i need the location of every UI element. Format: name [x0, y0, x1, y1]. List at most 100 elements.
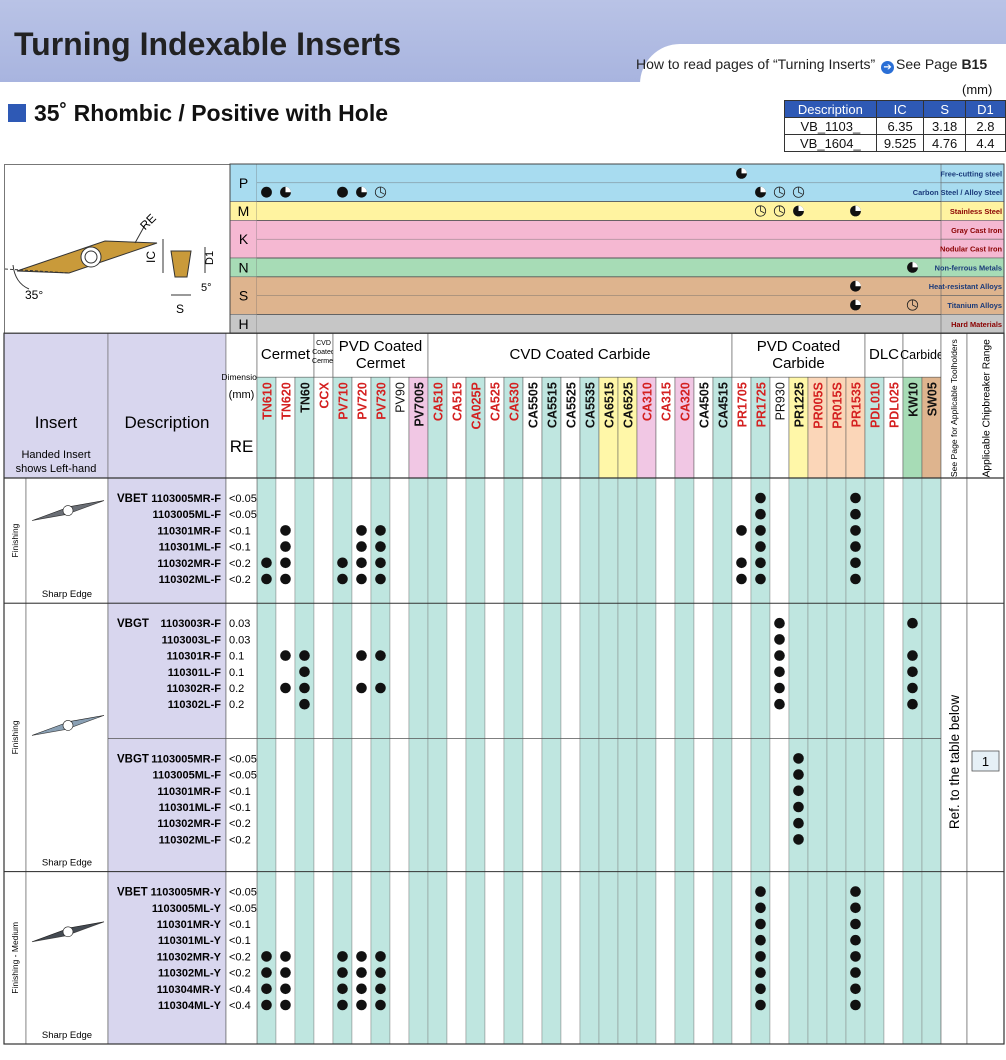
angle35-label: 35°	[25, 288, 43, 302]
description-cell	[107, 602, 227, 872]
grade-dot	[280, 983, 291, 995]
ref-text: Ref. to the table below	[947, 695, 962, 830]
material-code-cell	[229, 220, 258, 259]
material-half-mark-notch	[361, 186, 367, 193]
insert-diagram-svg: RE IC D1 S 35° 5°	[4, 211, 216, 316]
grade-name: CCX	[318, 382, 332, 409]
grade-dot	[774, 617, 785, 629]
description-code: 110302MR-F	[157, 818, 221, 830]
angle-guide	[4, 268, 70, 274]
handed-note-line2: shows Left-hand	[16, 463, 97, 475]
grade-dot	[356, 983, 367, 995]
re-cell	[225, 602, 258, 872]
grade-column-body	[921, 477, 942, 1045]
grade-column-body	[769, 477, 790, 1045]
material-half-mark-notch	[741, 168, 747, 174]
grade-column-body	[598, 477, 619, 1045]
grade-dot	[755, 541, 766, 552]
description-prefix: VBGT	[117, 753, 149, 765]
grade-column-body	[294, 477, 315, 1045]
material-row-band	[257, 295, 941, 315]
re-value: <0.1	[229, 786, 251, 798]
description-code: 110304ML-Y	[158, 1000, 222, 1012]
re-value: <0.2	[229, 834, 251, 846]
description-cell	[107, 871, 227, 1045]
insert-header: Insert	[35, 413, 78, 432]
grade-column-body	[826, 477, 847, 1045]
re-value: <0.2	[229, 968, 251, 980]
grade-dot	[736, 557, 747, 569]
material-row-band	[257, 201, 941, 221]
description-code: 110302L-F	[168, 699, 221, 711]
arrow-right-icon: ➔	[881, 61, 895, 74]
material-open-mark-hand	[760, 205, 765, 214]
material-half-mark-notch	[855, 299, 861, 305]
re-value: <0.2	[229, 818, 251, 830]
grade-dot	[337, 951, 348, 962]
re-value: <0.4	[229, 1000, 251, 1012]
table-frame	[3, 332, 1005, 1045]
side-label: Finishing - Medium	[10, 922, 20, 994]
chipbreaker-header: Applicable Chipbreaker Range	[982, 339, 993, 478]
group-header-label: CVD Coated Carbide	[510, 346, 651, 363]
description-code: 1103003R-F	[160, 618, 221, 630]
material-row-band	[257, 182, 941, 202]
group-header-label: PVD Coated	[339, 338, 422, 355]
insert-image-cell	[25, 602, 109, 872]
grade-name: KW10	[907, 382, 921, 417]
dim-header-d1: D1	[964, 100, 1006, 118]
description-code: 1103005MR-Y	[151, 887, 222, 899]
grade-dot	[850, 902, 861, 914]
description-code: 110302R-F	[167, 683, 222, 695]
grade-dot	[793, 753, 804, 764]
grade-name: PV7005	[413, 382, 427, 427]
grade-dot	[755, 983, 766, 995]
grade-dot	[774, 666, 785, 678]
grade-name: CA315	[660, 382, 674, 421]
material-name: Stainless Steel	[950, 207, 1002, 216]
material-row-band	[257, 239, 941, 258]
material-name: Carbon Steel / Alloy Steel	[913, 188, 1002, 197]
grade-dot	[907, 617, 918, 629]
material-row-band	[257, 258, 941, 277]
d1-label: D1	[204, 251, 216, 265]
description-prefix: VBGT	[117, 618, 149, 630]
grade-column-body	[446, 477, 467, 1045]
material-open-mark-hand	[912, 299, 917, 308]
group-header-label: CVD	[316, 340, 331, 347]
description-code: 1103003L-F	[162, 634, 222, 646]
grade-dot	[907, 682, 918, 694]
grade-name: CA530	[508, 382, 522, 421]
material-half-mark-notch	[912, 262, 918, 268]
description-header: Description	[124, 413, 209, 432]
insert-image-cell	[25, 477, 109, 604]
description-cell	[107, 477, 227, 604]
re-value: 0.1	[229, 651, 244, 663]
group-header-label: Cermet	[312, 358, 335, 365]
grade-dot	[850, 886, 861, 897]
grade-dot	[907, 698, 918, 710]
group-header-label: Carbide	[900, 348, 944, 362]
grade-name: PV710	[337, 382, 351, 420]
grade-name: CA025P	[470, 382, 484, 429]
howto-page[interactable]: B15	[961, 56, 988, 72]
material-full-mark	[261, 186, 272, 198]
dim-cell: VB_1604_	[784, 134, 877, 152]
side-label: Finishing	[10, 720, 20, 754]
insert-photo-hole	[62, 505, 74, 516]
material-code: S	[239, 288, 248, 304]
grade-name: TN610	[261, 382, 275, 420]
re-value: <0.1	[229, 802, 251, 814]
howto-reference[interactable]: How to read pages of “Turning Inserts” ➔…	[636, 56, 987, 74]
dim-cell: 4.4	[964, 134, 1006, 152]
material-half-mark-notch	[285, 186, 291, 193]
material-name: Heat-resistant Alloys	[929, 282, 1002, 291]
header-curve	[640, 44, 1006, 84]
grade-dot	[280, 525, 291, 536]
toolholder-header: See Page for Applicable Toolholders	[949, 339, 959, 477]
material-name: Nodular Cast Iron	[940, 245, 1002, 254]
insert-photo-hole	[62, 720, 74, 731]
re-value: <0.4	[229, 984, 251, 996]
grade-dot	[755, 951, 766, 962]
grade-name: PV720	[356, 382, 370, 420]
